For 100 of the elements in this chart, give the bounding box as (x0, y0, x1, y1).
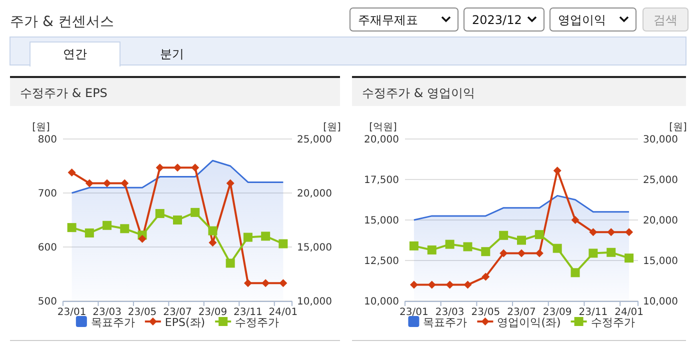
point (138, 234, 146, 243)
point (607, 228, 616, 236)
point (624, 254, 634, 263)
point (120, 224, 130, 234)
y-tick-label: 700 (38, 188, 57, 200)
point (588, 248, 598, 258)
point (244, 279, 252, 288)
y2-tick-label: 25,000 (297, 134, 332, 146)
point (103, 179, 112, 188)
point (191, 164, 200, 172)
point (427, 245, 436, 254)
point (500, 249, 508, 258)
x-tick-label: 23/03 (92, 307, 122, 318)
y-tick-label: 20,000 (364, 134, 399, 146)
point (262, 279, 270, 288)
y-tick-label: 15,000 (364, 216, 399, 226)
point (243, 232, 252, 242)
y2-tick-label: 25,000 (643, 175, 678, 186)
point (410, 280, 418, 289)
point (535, 249, 544, 258)
x-tick-label: 24/01 (268, 307, 298, 318)
y2-tick-label: 30,000 (643, 134, 678, 146)
legend-label: 영업이익(좌) (497, 316, 561, 329)
point (625, 228, 634, 236)
x-tick-label: 23/07 (507, 307, 536, 318)
point (553, 166, 562, 175)
point (155, 209, 164, 218)
point (464, 280, 472, 289)
text: 2023/12 (472, 13, 522, 27)
point (428, 280, 436, 289)
point (518, 249, 526, 258)
point (120, 179, 129, 188)
y-axis-title: [원] (32, 122, 50, 133)
point (173, 216, 182, 224)
point (409, 241, 418, 250)
x-tick-label: 23/09 (542, 307, 572, 318)
legend-label: 목표주가 (90, 316, 135, 329)
y-tick-label: 12,500 (364, 256, 399, 267)
y-axis-title: [억원] (369, 122, 397, 133)
point (534, 230, 544, 240)
point (445, 240, 454, 249)
point (482, 272, 490, 281)
text: 분기 (160, 47, 184, 61)
point (517, 236, 526, 245)
text: 주가 & 컨센서스 (10, 14, 114, 30)
point (156, 164, 164, 172)
point (68, 168, 76, 176)
point (102, 220, 112, 230)
y2-tick-label: 15,000 (297, 242, 332, 254)
x-tick-label: 23/11 (234, 307, 262, 318)
legend-label: EPS(좌) (164, 316, 206, 329)
point (499, 230, 508, 240)
point (463, 242, 472, 252)
y2-tick-label: 10,000 (643, 296, 678, 308)
point (261, 232, 270, 241)
text: 연간 (63, 47, 87, 61)
point (481, 247, 490, 256)
x-tick-label: 23/07 (163, 307, 192, 318)
y-tick-label: 600 (38, 242, 57, 254)
point (589, 228, 598, 236)
text: 검색 (654, 13, 678, 27)
point (208, 238, 217, 247)
x-tick-label: 24/01 (614, 307, 644, 318)
point (67, 223, 76, 232)
legend-label: 목표주가 (423, 316, 468, 329)
y2-axis-title: [원] (669, 122, 687, 133)
x-tick-label: 23/09 (198, 307, 228, 318)
x-tick-label: 23/03 (435, 307, 464, 318)
y2-tick-label: 10,000 (297, 296, 332, 308)
text: 영업이익 (558, 13, 606, 27)
y2-tick-label: 15,000 (643, 256, 678, 267)
x-tick-label: 23/01 (400, 307, 428, 318)
point (84, 228, 94, 238)
x-tick-label: 23/05 (471, 307, 500, 318)
y-tick-label: 500 (38, 296, 57, 308)
y2-axis-title: [원] (323, 122, 341, 133)
point (606, 248, 616, 257)
point (446, 280, 454, 289)
point (226, 258, 235, 268)
text: 주재무제표 (358, 13, 418, 27)
legend-label: 수정주가 (235, 316, 280, 329)
point (571, 216, 580, 224)
x-tick-label: 23/05 (128, 307, 157, 318)
point (278, 239, 288, 248)
x-tick-label: 23/01 (57, 307, 86, 318)
chart-title: 수정주가 & 영업이익 (362, 86, 475, 100)
point (552, 244, 562, 253)
x-tick-label: 23/11 (578, 307, 608, 318)
point (174, 164, 182, 172)
point (190, 208, 200, 217)
point (85, 179, 94, 188)
legend-label: 수정주가 (590, 316, 635, 329)
y-tick-label: 10,000 (364, 296, 399, 308)
y2-tick-label: 20,000 (297, 188, 332, 200)
y-tick-label: 17,500 (364, 175, 399, 186)
point (570, 268, 580, 278)
y-tick-label: 800 (38, 134, 57, 146)
chart-title: 수정주가 & EPS (20, 86, 108, 100)
point (208, 226, 218, 236)
y2-tick-label: 20,000 (643, 216, 678, 226)
